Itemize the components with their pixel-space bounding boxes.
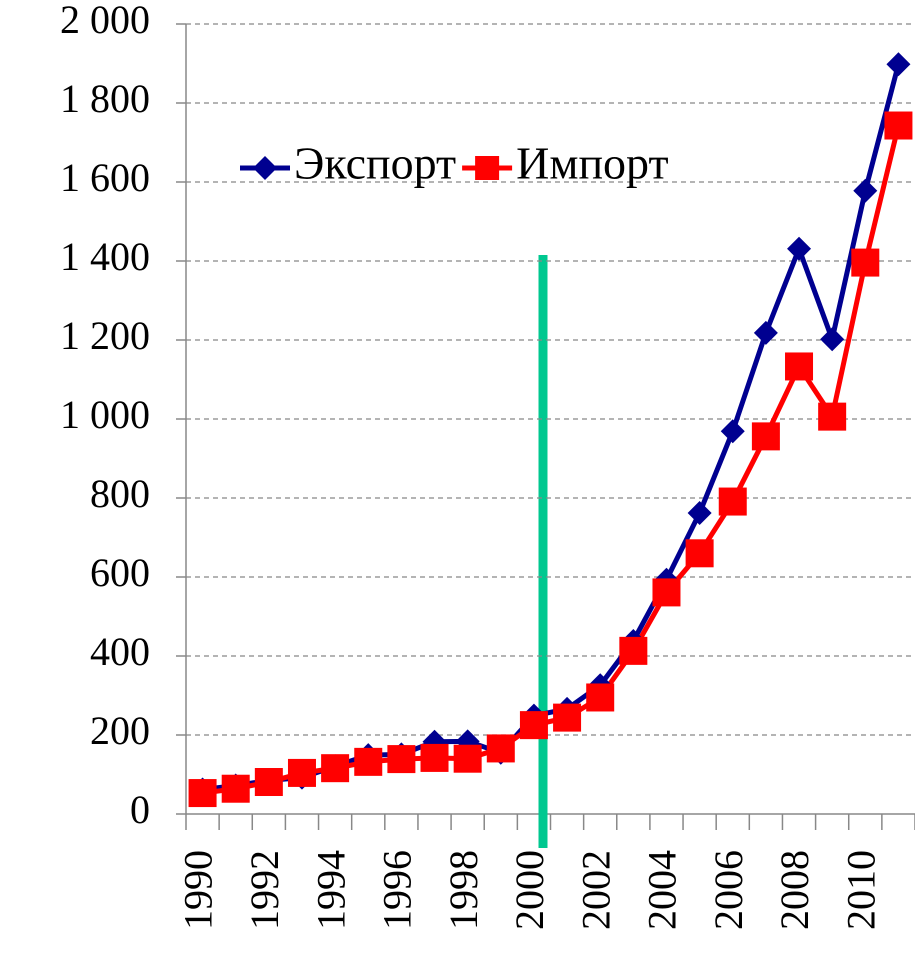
y-tick-label: 800 (90, 471, 150, 516)
data-point (586, 683, 615, 712)
x-tick-label: 2010 (838, 850, 883, 930)
data-point (687, 501, 712, 526)
data-point (853, 178, 878, 203)
x-tick-label: 1994 (308, 850, 353, 930)
data-point (354, 747, 383, 776)
data-point (720, 419, 745, 444)
y-tick-label: 400 (90, 629, 150, 674)
data-point (188, 779, 217, 808)
legend-marker (475, 156, 500, 180)
data-point (321, 754, 350, 783)
data-point (287, 758, 316, 787)
data-point (886, 52, 911, 77)
data-point (884, 111, 913, 140)
x-tick-label: 1996 (375, 850, 420, 930)
legend-marker (253, 156, 277, 180)
data-point (751, 422, 780, 451)
x-tick-label: 2008 (772, 850, 817, 930)
data-point (420, 743, 449, 772)
y-tick-label: 1 000 (60, 392, 150, 437)
legend-label: Экспорт (294, 138, 456, 189)
data-point (486, 734, 515, 763)
data-point (787, 236, 812, 261)
data-point (753, 320, 778, 345)
y-tick-label: 200 (90, 708, 150, 753)
data-point (553, 703, 582, 732)
y-tick-label: 1 800 (60, 76, 150, 121)
y-tick-label: 1 400 (60, 234, 150, 279)
y-tick-label: 0 (130, 787, 150, 832)
x-tick-label: 2000 (507, 850, 552, 930)
y-tick-label: 1 600 (60, 155, 150, 200)
x-tick-label: 2002 (573, 850, 618, 930)
x-tick-label: 2004 (640, 850, 685, 930)
y-tick-label: 1 200 (60, 313, 150, 358)
data-point (818, 402, 847, 431)
x-tick-label: 1998 (441, 850, 486, 930)
legend-label: Импорт (516, 138, 668, 189)
data-point (619, 636, 648, 665)
data-point (387, 745, 416, 774)
data-point (519, 711, 548, 740)
x-tick-label: 2006 (706, 850, 751, 930)
x-tick-label: 1990 (176, 850, 221, 930)
data-point (718, 487, 747, 516)
data-point (851, 248, 880, 277)
x-tick-label: 1992 (242, 850, 287, 930)
data-point (685, 539, 714, 568)
data-point (254, 768, 283, 797)
y-tick-label: 2 000 (60, 0, 150, 42)
data-point (453, 744, 482, 773)
data-point (785, 352, 814, 381)
data-point (820, 327, 845, 352)
data-point (652, 578, 681, 607)
data-point (221, 774, 250, 803)
y-tick-label: 600 (90, 550, 150, 595)
series-line (202, 124, 901, 796)
